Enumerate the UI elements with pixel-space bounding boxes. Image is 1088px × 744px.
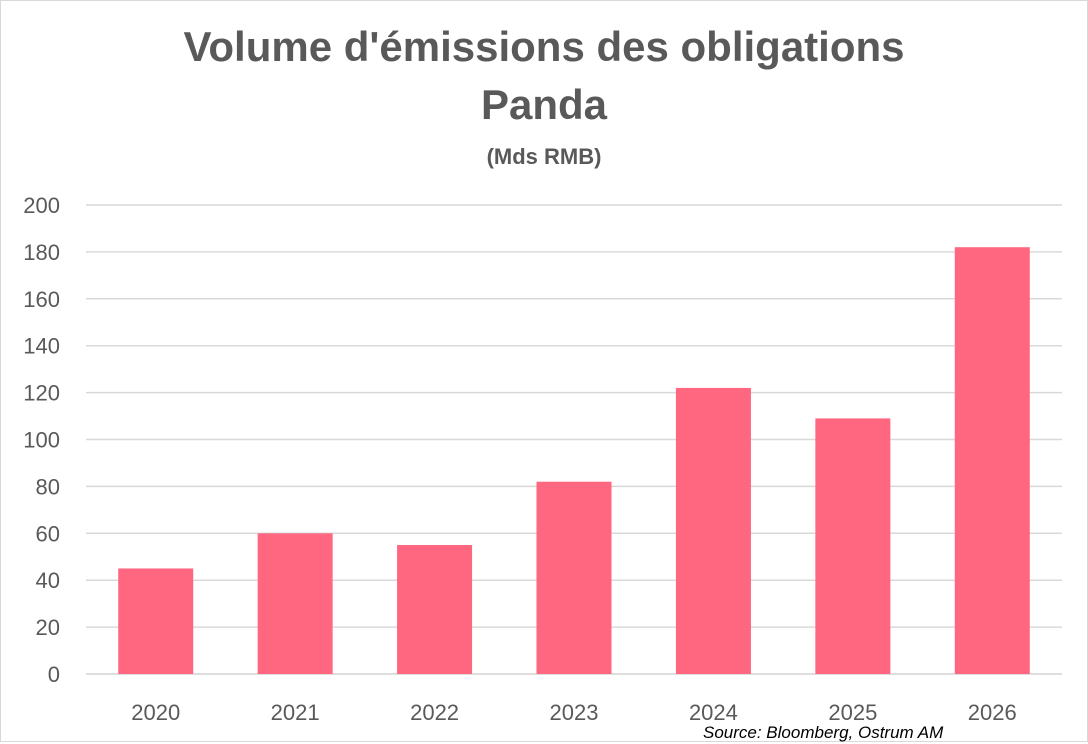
y-tick-label: 100 (23, 428, 60, 453)
bar-2020 (118, 568, 194, 674)
bar-2021 (257, 533, 333, 674)
x-tick-label: 2023 (550, 700, 599, 725)
x-axis-ticks: 2020 2021 2022 2023 2024 2025 2026 (131, 700, 1017, 725)
chart-title-line-2: Panda (480, 81, 608, 128)
x-tick-label: 2025 (828, 700, 877, 725)
y-tick-label: 180 (23, 240, 60, 265)
y-tick-label: 200 (23, 193, 60, 218)
chart-title-line-1: Volume d'émissions des obligations (183, 23, 905, 70)
bar-2022 (397, 545, 473, 674)
x-tick-label: 2020 (131, 700, 180, 725)
y-tick-label: 60 (36, 521, 60, 546)
y-tick-label: 80 (36, 474, 60, 499)
y-tick-label: 0 (48, 662, 60, 687)
y-tick-label: 160 (23, 287, 60, 312)
y-tick-label: 140 (23, 334, 60, 359)
source-note: Source: Bloomberg, Ostrum AM (703, 723, 944, 742)
bars (118, 247, 1030, 674)
bar-2023 (536, 481, 612, 674)
bar-2026 (954, 247, 1030, 674)
x-tick-label: 2022 (410, 700, 459, 725)
x-tick-label: 2026 (968, 700, 1017, 725)
bar-2024 (675, 387, 751, 674)
x-tick-label: 2021 (271, 700, 320, 725)
bar-2025 (815, 418, 891, 674)
chart-title: Volume d'émissions des obligations Panda (0, 18, 1088, 134)
x-tick-label: 2024 (689, 700, 738, 725)
y-axis-ticks: 0 20 40 60 80 100 120 140 160 180 200 (23, 193, 60, 687)
chart-subtitle: (Mds RMB) (486, 144, 602, 169)
y-tick-label: 120 (23, 381, 60, 406)
y-tick-label: 20 (36, 615, 60, 640)
y-tick-label: 40 (36, 568, 60, 593)
